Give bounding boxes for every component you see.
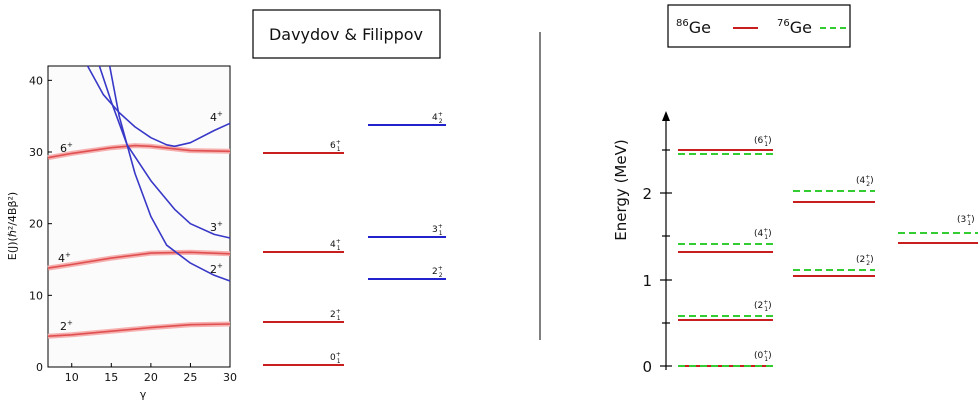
- energy-tick-2: 2: [642, 185, 652, 203]
- level-label-r-2-1: (2+ 1): [754, 299, 772, 313]
- level-label-3-1-gamma: 3+ 1: [432, 223, 443, 237]
- plot-frame: [47, 65, 231, 368]
- energy-curve-2: [47, 144, 231, 159]
- x-tick-label-left: 30: [223, 371, 237, 384]
- level-label-r-0: (0+ 1): [754, 349, 772, 363]
- x-tick-label-left: 15: [104, 371, 118, 384]
- level-label-6-1: 6+ 1: [330, 139, 341, 153]
- legend-label-76ge: 76Ge: [777, 18, 812, 37]
- x-tick-label-left: 20: [144, 371, 158, 384]
- energy-curve-4: [108, 65, 231, 282]
- curve-label-4plus: 4+: [58, 251, 71, 265]
- level-label-r-4-1: (4+ 1): [754, 227, 772, 241]
- y-tick-label-left: 10: [29, 289, 43, 302]
- plot-ticks: 0 10 20 30 40 10 15 20 25 30: [29, 74, 237, 384]
- curve-label-6plus: 6+: [60, 141, 73, 155]
- curve-label-2plus-gamma: 2+: [210, 262, 223, 276]
- curve-label-3plus: 3+: [210, 220, 223, 234]
- level-label-r-6-1: (6+ 1): [754, 134, 772, 148]
- energy-curve-1: [47, 251, 231, 269]
- energy-tick-1: 1: [642, 272, 652, 290]
- level-label-4-1: 4+ 1: [330, 238, 341, 252]
- energy-axis-ticks: [660, 149, 672, 367]
- level-label-2-1: 2+ 1: [330, 308, 341, 322]
- x-tick-label-left: 10: [65, 371, 79, 384]
- x-tick-label-left: 25: [183, 371, 197, 384]
- level-label-2-2-gamma: 2+ 2: [432, 265, 443, 279]
- energy-curve-3: [98, 65, 231, 239]
- energy-curve-5: [86, 65, 231, 148]
- curve-label-2plus: 2+: [60, 319, 73, 333]
- legend-label-86ge: 86Ge: [676, 18, 711, 37]
- legend-box: [667, 4, 851, 48]
- left-title-box: [252, 9, 441, 59]
- y-tick-label-left: 30: [29, 146, 43, 159]
- y-axis-label-left: E(J)(ℏ²/4Bβ²): [6, 192, 19, 260]
- energy-curve-0: [47, 323, 231, 337]
- energy-axis-label: Energy (MeV): [612, 139, 630, 240]
- level-label-4-2-gamma: 4+ 2: [432, 111, 443, 125]
- curves: [47, 65, 231, 339]
- level-label-r-4-2: (4+ 2): [856, 174, 874, 188]
- level-label-r-3-1: (3+ 1): [957, 213, 975, 227]
- left-panel-title: Davydov & Filippov: [269, 25, 423, 44]
- level-label-r-2-2: (2+ 2): [856, 253, 874, 267]
- curve-label-4plus-gamma: 4+: [210, 110, 223, 124]
- y-tick-label-left: 40: [29, 74, 43, 87]
- x-axis-label-left: γ: [140, 388, 147, 401]
- level-label-0-1: 0+ 1: [330, 351, 341, 365]
- y-tick-label-left: 0: [36, 361, 43, 374]
- energy-tick-0: 0: [642, 358, 652, 376]
- energy-axis-arrow: [662, 111, 670, 121]
- y-tick-label-left: 20: [29, 218, 43, 231]
